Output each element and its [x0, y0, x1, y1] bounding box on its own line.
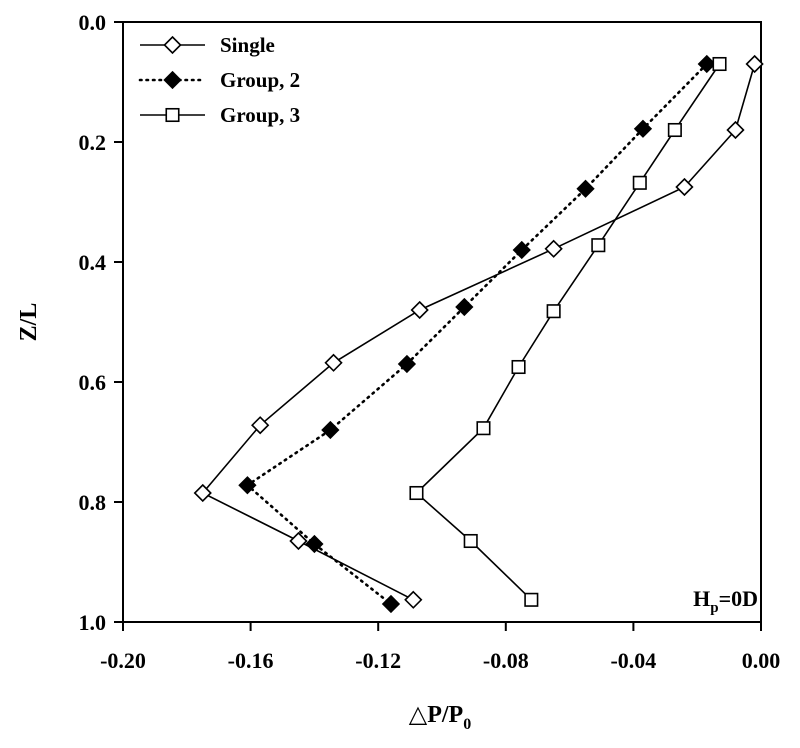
- data-point: [511, 359, 526, 375]
- data-point: [591, 238, 606, 253]
- x-tick-label: -0.12: [355, 648, 401, 673]
- axes: -0.20 -0.16 -0.12 -0.08 -0.04 0.00 0.0 0.2 0.4 0.…: [79, 10, 781, 673]
- data-point: [632, 175, 647, 190]
- data-point: [251, 416, 270, 435]
- legend-marker: [163, 35, 182, 55]
- series-line: [245, 62, 709, 606]
- legend-item: Single: [140, 33, 275, 57]
- data-point: [463, 533, 478, 549]
- legend-marker: [163, 70, 182, 90]
- data-point: [546, 304, 561, 319]
- y-tick-label: 0.2: [79, 130, 107, 155]
- data-point: [576, 179, 595, 198]
- data-point: [512, 240, 531, 260]
- data-point: [404, 590, 423, 609]
- legend-marker: [165, 107, 180, 123]
- series-layer: [193, 54, 764, 614]
- x-tick-label: 0.00: [742, 648, 781, 673]
- series-line: [201, 63, 756, 601]
- series-line: [415, 63, 721, 601]
- x-tick-label: -0.16: [228, 648, 274, 673]
- hp-annotation: Hp=0D: [693, 586, 758, 616]
- series-0: [193, 54, 764, 609]
- legend-label: Group, 2: [220, 68, 300, 92]
- y-tick-label: 1.0: [79, 610, 107, 635]
- data-point: [193, 483, 212, 503]
- series-2: [409, 56, 727, 607]
- data-point: [289, 531, 308, 551]
- legend-item: Group, 3: [140, 103, 300, 127]
- data-point: [410, 300, 429, 320]
- data-point: [745, 54, 764, 74]
- legend: Single Group, 2 Group, 3: [138, 33, 300, 127]
- y-tick-label: 0.8: [79, 490, 107, 515]
- data-point: [633, 119, 653, 138]
- data-point: [305, 534, 324, 554]
- data-point: [324, 353, 343, 372]
- y-axis-title: Z/L: [16, 303, 42, 342]
- y-tick-label: 0.6: [79, 370, 107, 395]
- data-point: [675, 177, 694, 197]
- data-point: [524, 592, 539, 607]
- x-axis-title-main: △P/P: [409, 702, 463, 728]
- data-point: [726, 120, 745, 140]
- x-axis-title: △P/P0: [409, 702, 471, 733]
- x-axis-title-sub: 0: [463, 716, 471, 733]
- data-point: [455, 297, 474, 317]
- data-point: [409, 485, 424, 501]
- y-tick-label: 0.0: [79, 10, 107, 35]
- data-point: [712, 56, 727, 72]
- hp-annotation-sub: p: [710, 600, 718, 616]
- legend-label: Single: [220, 33, 275, 57]
- data-point: [321, 420, 340, 440]
- hp-annotation-main: H: [693, 586, 710, 611]
- plot-frame: [122, 21, 762, 623]
- legend-label: Group, 3: [220, 103, 300, 127]
- x-tick-label: -0.04: [610, 648, 656, 673]
- data-point: [476, 421, 491, 436]
- data-point: [397, 354, 417, 374]
- data-point: [667, 122, 682, 138]
- x-tick-label: -0.08: [483, 648, 529, 673]
- y-tick-label: 0.4: [79, 250, 107, 275]
- data-point: [381, 594, 401, 614]
- x-tick-label: -0.20: [100, 648, 146, 673]
- legend-item: Group, 2: [138, 68, 300, 92]
- hp-annotation-rest: =0D: [719, 586, 758, 611]
- data-point: [238, 476, 257, 495]
- data-point: [697, 54, 716, 74]
- data-point: [544, 239, 563, 258]
- series-1: [238, 54, 716, 614]
